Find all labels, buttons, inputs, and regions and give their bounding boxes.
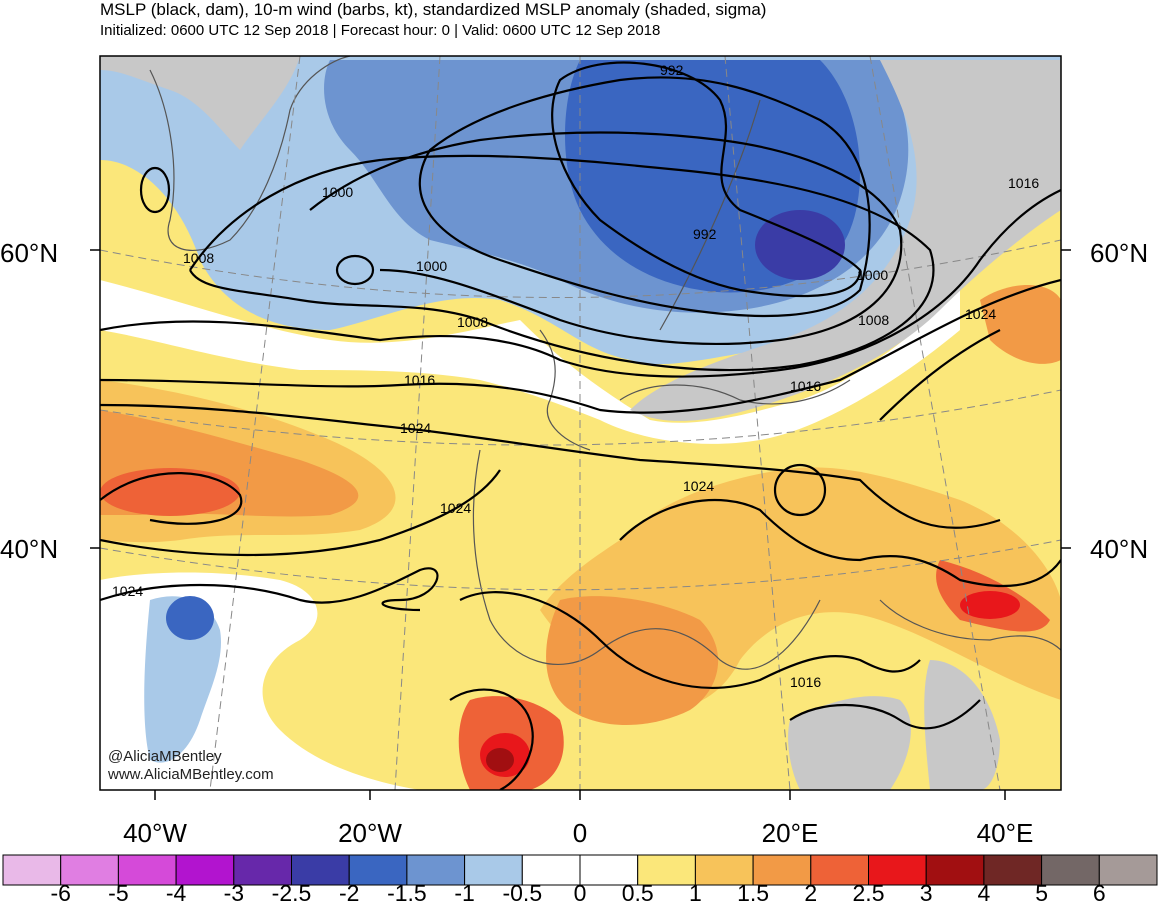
isobar-label: 1000 xyxy=(857,267,889,283)
isobar-label: 1024 xyxy=(112,583,144,599)
iberia-anomaly-peak xyxy=(486,748,514,772)
colorbar-swatch xyxy=(1098,854,1158,886)
colorbar-label: -0.5 xyxy=(502,880,543,906)
levant-gray xyxy=(924,660,1000,790)
isobars xyxy=(100,61,1061,790)
isobar-label: 1008 xyxy=(183,250,215,266)
colorbar-swatch xyxy=(983,854,1043,886)
colorbar-label: 1.5 xyxy=(737,880,770,906)
credit-site: www.AliciaMBentley.com xyxy=(108,766,274,783)
colorbar xyxy=(2,854,1158,886)
isobar-label: 992 xyxy=(660,62,684,78)
lon-label-20e: 20°E xyxy=(761,818,819,848)
colorbar-label: 6 xyxy=(1092,880,1106,906)
lon-label-20w: 20°W xyxy=(338,818,402,848)
isobar-label: 1024 xyxy=(683,478,715,494)
colorbar-swatch xyxy=(579,854,639,886)
graticule xyxy=(100,56,1061,790)
colorbar-label: 2 xyxy=(804,880,818,906)
lon-label-40w: 40°W xyxy=(123,818,187,848)
isobar-label: 1016 xyxy=(404,372,436,388)
isobar-label: 1016 xyxy=(790,674,822,690)
axis-ticks xyxy=(90,249,1071,800)
core-anomaly xyxy=(755,210,845,280)
colorbar-label: 2.5 xyxy=(852,880,885,906)
colorbar-label: 0.5 xyxy=(621,880,654,906)
colorbar-label: 5 xyxy=(1035,880,1048,906)
colorbar-swatch xyxy=(521,854,581,886)
isobar-label: 992 xyxy=(693,226,717,242)
colorbar-label: -4 xyxy=(165,880,187,906)
colorbar-swatch xyxy=(694,854,754,886)
lat-label-40n-right: 40°N xyxy=(1090,534,1149,564)
colorbar-swatch xyxy=(464,854,523,886)
colorbar-label: 1 xyxy=(688,880,702,906)
colorbar-swatch xyxy=(1041,854,1100,886)
isobar-label: 1000 xyxy=(416,258,448,274)
isobar-label: 1016 xyxy=(1008,175,1040,191)
east-anomaly xyxy=(980,285,1061,364)
lon-label-40e: 40°E xyxy=(976,818,1034,848)
lat-label-60n-right: 60°N xyxy=(1090,238,1149,268)
map-subtitle: Initialized: 0600 UTC 12 Sep 2018 | Fore… xyxy=(100,22,661,39)
colorbar-label: 0 xyxy=(573,880,587,906)
isobar-label: 1024 xyxy=(440,500,472,516)
isobar-label: 1008 xyxy=(457,314,489,330)
gray-east xyxy=(630,60,1061,421)
colorbar-swatch xyxy=(2,854,62,886)
colorbar-swatch xyxy=(752,854,812,886)
colorbar-label: 4 xyxy=(977,880,991,906)
mediterranean-anomaly xyxy=(546,596,719,725)
colorbar-label: -6 xyxy=(50,880,71,906)
turkey-anomaly-core xyxy=(960,591,1020,619)
southwest-negative xyxy=(144,596,221,763)
colorbar-label: 3 xyxy=(919,880,933,906)
near-zero-band xyxy=(100,280,960,444)
colorbar-swatch xyxy=(637,854,696,886)
isobar-label: 1024 xyxy=(400,420,432,436)
isobar-label: 1008 xyxy=(858,312,890,328)
lat-label-40n-left: 40°N xyxy=(0,534,59,564)
lat-label-60n-left: 60°N xyxy=(0,238,59,268)
colorbar-label: -3 xyxy=(223,880,245,906)
colorbar-swatch xyxy=(810,854,869,886)
isobar-label: 1000 xyxy=(322,184,354,200)
colorbar-label: -1 xyxy=(454,880,475,906)
lon-label-0: 0 xyxy=(572,818,588,848)
coastlines xyxy=(149,56,1061,670)
isobar-label: 1016 xyxy=(790,378,822,394)
africa-gray xyxy=(788,696,911,790)
isobar-label: 1024 xyxy=(965,306,997,322)
credit-handle: @AliciaMBentley xyxy=(108,748,222,765)
colorbar-label: -2 xyxy=(338,880,360,906)
map-title: MSLP (black, dam), 10-m wind (barbs, kt)… xyxy=(100,0,767,19)
colorbar-label: -2.5 xyxy=(271,880,312,906)
map-field xyxy=(100,56,1061,790)
southwest-negative-core xyxy=(166,596,214,640)
colorbar-swatch xyxy=(291,854,350,886)
atlantic-anomaly-25 xyxy=(100,468,240,516)
colorbar-label: -5 xyxy=(108,880,129,906)
colorbar-swatch xyxy=(925,854,985,886)
colorbar-swatch xyxy=(348,854,408,886)
gray-greenland xyxy=(100,56,300,150)
colorbar-swatch xyxy=(868,854,927,886)
colorbar-label: -1.5 xyxy=(387,880,427,906)
